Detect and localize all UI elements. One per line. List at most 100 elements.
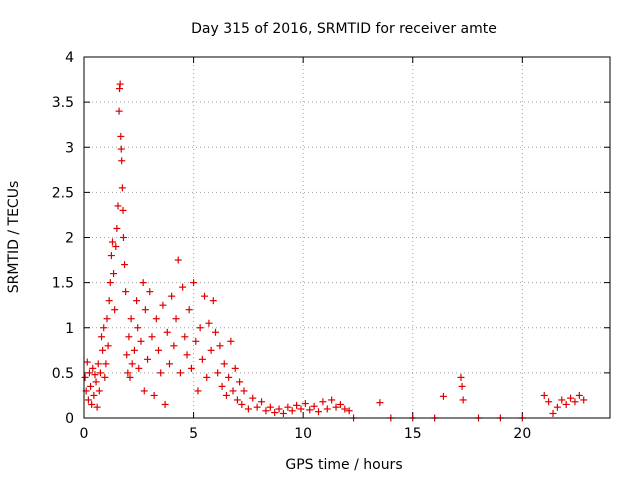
data-point — [102, 360, 110, 368]
data-point — [203, 373, 211, 381]
data-point — [439, 392, 447, 400]
data-point — [345, 407, 353, 415]
data-point — [258, 398, 266, 406]
data-point — [187, 364, 195, 372]
data-point — [84, 396, 92, 404]
data-point — [140, 387, 148, 395]
data-point — [105, 297, 113, 305]
data-point — [134, 324, 142, 332]
data-point — [89, 364, 97, 372]
data-point — [575, 391, 583, 399]
data-point — [201, 292, 209, 300]
data-point — [216, 342, 224, 350]
data-point — [104, 342, 112, 350]
data-point — [233, 396, 241, 404]
data-point — [179, 283, 187, 291]
y-tick-label: 3.5 — [52, 95, 74, 111]
data-point — [549, 409, 557, 417]
data-point — [107, 252, 115, 260]
data-point — [93, 403, 101, 411]
data-point — [124, 369, 132, 377]
data-point — [253, 403, 261, 411]
y-tick-label: 0.5 — [52, 366, 74, 382]
data-point — [218, 382, 226, 390]
data-point — [183, 351, 191, 359]
data-point — [275, 405, 283, 413]
axis-ticks: 0 5 10 15 20 0 0.5 1 1.5 2 2.5 3 3.5 4 — [52, 50, 610, 442]
data-point — [168, 292, 176, 300]
x-axis-label: GPS time / hours — [285, 457, 402, 473]
data-point — [92, 378, 100, 386]
data-point — [165, 360, 173, 368]
data-point — [212, 328, 219, 336]
data-point — [103, 315, 111, 323]
data-point — [95, 387, 103, 395]
grid-lines — [84, 57, 610, 418]
data-point — [163, 328, 171, 336]
y-tick-label: 2.5 — [52, 185, 74, 201]
data-point — [117, 132, 125, 140]
data-point — [288, 407, 296, 415]
data-point — [133, 297, 141, 305]
data-point — [328, 396, 336, 404]
data-point — [459, 396, 467, 404]
data-point — [236, 378, 244, 386]
data-point — [297, 405, 305, 413]
data-point — [146, 288, 154, 296]
data-point — [293, 401, 301, 409]
data-point — [227, 337, 235, 345]
y-tick-label: 3 — [65, 140, 74, 156]
data-point — [130, 346, 138, 354]
data-point — [87, 382, 95, 390]
data-point — [176, 369, 184, 377]
data-point — [91, 371, 99, 379]
data-point — [540, 391, 548, 399]
x-tick-label: 15 — [404, 426, 422, 442]
data-point — [231, 364, 239, 372]
data-point — [323, 405, 331, 413]
data-point — [155, 346, 163, 354]
y-tick-label: 1 — [65, 321, 74, 337]
data-point — [545, 398, 553, 406]
data-point — [117, 145, 125, 153]
data-point — [98, 333, 106, 341]
data-point — [225, 373, 233, 381]
data-point — [170, 342, 178, 350]
data-point — [122, 288, 130, 296]
data-point — [159, 301, 167, 309]
data-point — [101, 373, 109, 381]
data-point — [144, 355, 152, 363]
x-tick-label: 20 — [513, 426, 531, 442]
data-point — [157, 369, 165, 377]
data-point — [249, 394, 257, 402]
data-point — [553, 403, 561, 411]
y-tick-label: 0 — [65, 411, 74, 427]
data-point — [306, 406, 314, 414]
data-point — [152, 315, 160, 323]
data-point — [279, 409, 287, 417]
plot-frame — [83, 56, 611, 419]
data-point — [116, 85, 124, 93]
data-point — [207, 346, 215, 354]
data-point — [558, 396, 566, 404]
data-point — [115, 107, 123, 115]
data-point — [214, 369, 222, 377]
data-point — [137, 337, 145, 345]
data-point — [150, 391, 158, 399]
data-point — [94, 360, 102, 368]
data-point — [85, 369, 93, 377]
y-tick-label: 2 — [65, 231, 74, 247]
data-point — [116, 80, 124, 88]
data-point — [118, 157, 126, 165]
data-point — [240, 387, 248, 395]
data-point — [580, 396, 588, 404]
data-point — [119, 234, 127, 241]
data-point — [174, 256, 182, 264]
data-point — [110, 270, 118, 278]
data-point — [238, 400, 246, 408]
data-point — [220, 360, 228, 368]
data-point — [209, 297, 217, 305]
data-points — [81, 80, 588, 422]
data-point — [457, 373, 465, 381]
